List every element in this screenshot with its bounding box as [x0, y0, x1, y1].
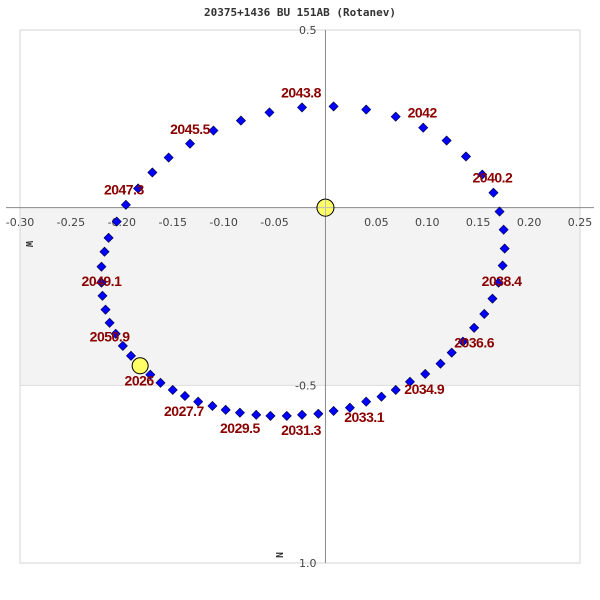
epoch-label: 2042	[408, 104, 438, 120]
orbit-point	[390, 111, 401, 122]
orbit-point	[208, 125, 219, 136]
orbit-point	[487, 293, 498, 304]
orbit-point	[281, 410, 292, 421]
orbit-point	[458, 336, 468, 347]
orbit-point	[441, 135, 452, 146]
orbit-point	[96, 277, 107, 288]
orbit-point	[193, 396, 204, 407]
epoch-label: 2045.5	[170, 121, 211, 137]
orbit-point	[163, 152, 174, 163]
orbit-point	[488, 187, 499, 198]
y-axis-label: N	[273, 552, 284, 558]
x-tick-label: -0.20	[108, 216, 136, 229]
x-tick-label: -0.25	[57, 216, 85, 229]
epoch-label: 2050.9	[90, 329, 131, 345]
x-axis-label: W	[23, 241, 34, 248]
x-tick-label: -0.05	[260, 216, 288, 229]
shaded-band	[20, 207, 580, 386]
epoch-label: 2040.2	[473, 169, 514, 185]
x-tick-label: 0.20	[517, 216, 542, 229]
orbit-point	[236, 115, 246, 126]
orbit-point	[461, 151, 471, 162]
epoch-label: 2029.5	[220, 420, 261, 436]
orbit-point	[376, 391, 387, 402]
orbit-point	[111, 216, 122, 227]
epoch-label: 2026	[125, 373, 155, 389]
orbit-point	[104, 317, 115, 328]
orbit-point	[405, 376, 415, 387]
orbit-point	[100, 304, 111, 315]
orbit-point	[110, 328, 121, 339]
orbit-point	[265, 410, 276, 421]
epoch-label: 2043.8	[281, 85, 322, 101]
y-tick-label: 0.5	[299, 24, 317, 37]
current-position-marker	[131, 357, 149, 375]
orbit-point	[96, 261, 107, 272]
orbit-point	[207, 401, 218, 411]
orbit-point	[117, 340, 128, 351]
orbit-point	[435, 358, 446, 369]
orbit-point	[498, 224, 509, 235]
epoch-label: 2033.1	[344, 409, 385, 425]
orbit-point	[477, 169, 488, 180]
orbit-point	[494, 206, 505, 217]
orbit-point	[155, 377, 166, 388]
orbit-point	[497, 260, 508, 271]
x-tick-label: 0.05	[364, 216, 389, 229]
y-tick-label: 1.0	[299, 557, 317, 570]
orbit-point	[499, 243, 510, 254]
orbit-point	[180, 391, 190, 401]
orbit-point	[185, 138, 195, 149]
orbit-point	[167, 385, 178, 395]
orbit-point	[297, 409, 307, 420]
x-tick-label: 0.15	[466, 216, 491, 229]
x-tick-label: 0.25	[568, 216, 593, 229]
orbit-point	[479, 309, 490, 319]
orbit-point	[99, 246, 110, 257]
orbit-point	[235, 407, 245, 418]
orbit-point	[328, 406, 339, 416]
orbit-point	[313, 408, 324, 419]
orbit-point	[147, 167, 158, 178]
orbit-point	[420, 369, 431, 379]
orbit-point	[493, 277, 504, 288]
orbit-point	[220, 404, 231, 415]
x-tick-label: -0.30	[6, 216, 34, 229]
orbit-point	[446, 347, 457, 358]
orbit-point	[328, 101, 339, 112]
epoch-label: 2034.9	[404, 381, 445, 397]
orbit-point	[390, 385, 401, 395]
orbit-point	[120, 199, 131, 210]
orbit-point	[251, 409, 262, 420]
epoch-label: 2031.3	[281, 422, 322, 438]
orbit-point	[126, 350, 136, 361]
chart-title: 20375+1436 BU 151AB (Rotanev)	[204, 6, 396, 19]
epoch-label: 2049.1	[82, 273, 123, 289]
orbit-point	[97, 290, 108, 301]
y-tick-label: -0.5	[295, 379, 316, 392]
x-tick-label: -0.15	[158, 216, 186, 229]
orbit-point	[103, 232, 114, 243]
epoch-label: 2036.6	[454, 335, 495, 351]
orbit-point	[145, 369, 156, 380]
epoch-label: 2027.7	[164, 403, 205, 419]
x-tick-label: -0.10	[209, 216, 237, 229]
epoch-label: 2038.4	[482, 273, 523, 289]
orbit-point	[361, 396, 372, 407]
x-tick-label: 0.10	[415, 216, 440, 229]
epoch-label: 2047.3	[104, 182, 145, 198]
orbit-point	[344, 402, 355, 413]
orbit-point	[264, 107, 275, 118]
orbit-point	[418, 122, 429, 133]
orbit-point	[297, 102, 307, 113]
orbit-point	[469, 322, 480, 333]
orbit-point	[133, 183, 144, 194]
orbit-point	[361, 104, 372, 115]
